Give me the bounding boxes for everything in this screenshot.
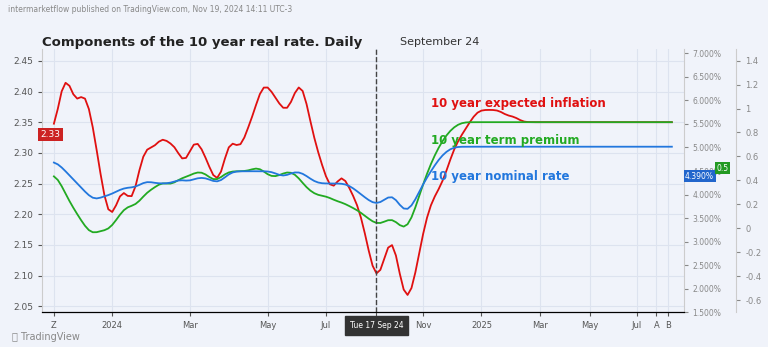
Text: 4.390%: 4.390% bbox=[685, 172, 714, 181]
Text: 10 year nominal rate: 10 year nominal rate bbox=[431, 170, 569, 184]
Text: Components of the 10 year real rate. Daily: Components of the 10 year real rate. Dai… bbox=[42, 36, 362, 49]
Text: 0.5: 0.5 bbox=[717, 164, 729, 173]
Text: September 24: September 24 bbox=[399, 37, 479, 47]
Text: 10 year expected inflation: 10 year expected inflation bbox=[431, 97, 606, 110]
Text: 10 year term premium: 10 year term premium bbox=[431, 134, 579, 147]
Text: 2.33: 2.33 bbox=[40, 130, 61, 139]
Text: intermarketflow published on TradingView.com, Nov 19, 2024 14:11 UTC-3: intermarketflow published on TradingView… bbox=[8, 5, 292, 14]
Text: ⧗ TradingView: ⧗ TradingView bbox=[12, 332, 79, 342]
